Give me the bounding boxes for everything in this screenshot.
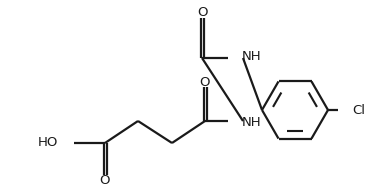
Text: NH: NH [242, 115, 262, 129]
Text: O: O [100, 174, 110, 187]
Text: NH: NH [242, 50, 262, 64]
Text: Cl: Cl [352, 104, 365, 116]
Text: HO: HO [38, 136, 58, 149]
Text: O: O [200, 75, 210, 88]
Text: O: O [197, 6, 207, 19]
